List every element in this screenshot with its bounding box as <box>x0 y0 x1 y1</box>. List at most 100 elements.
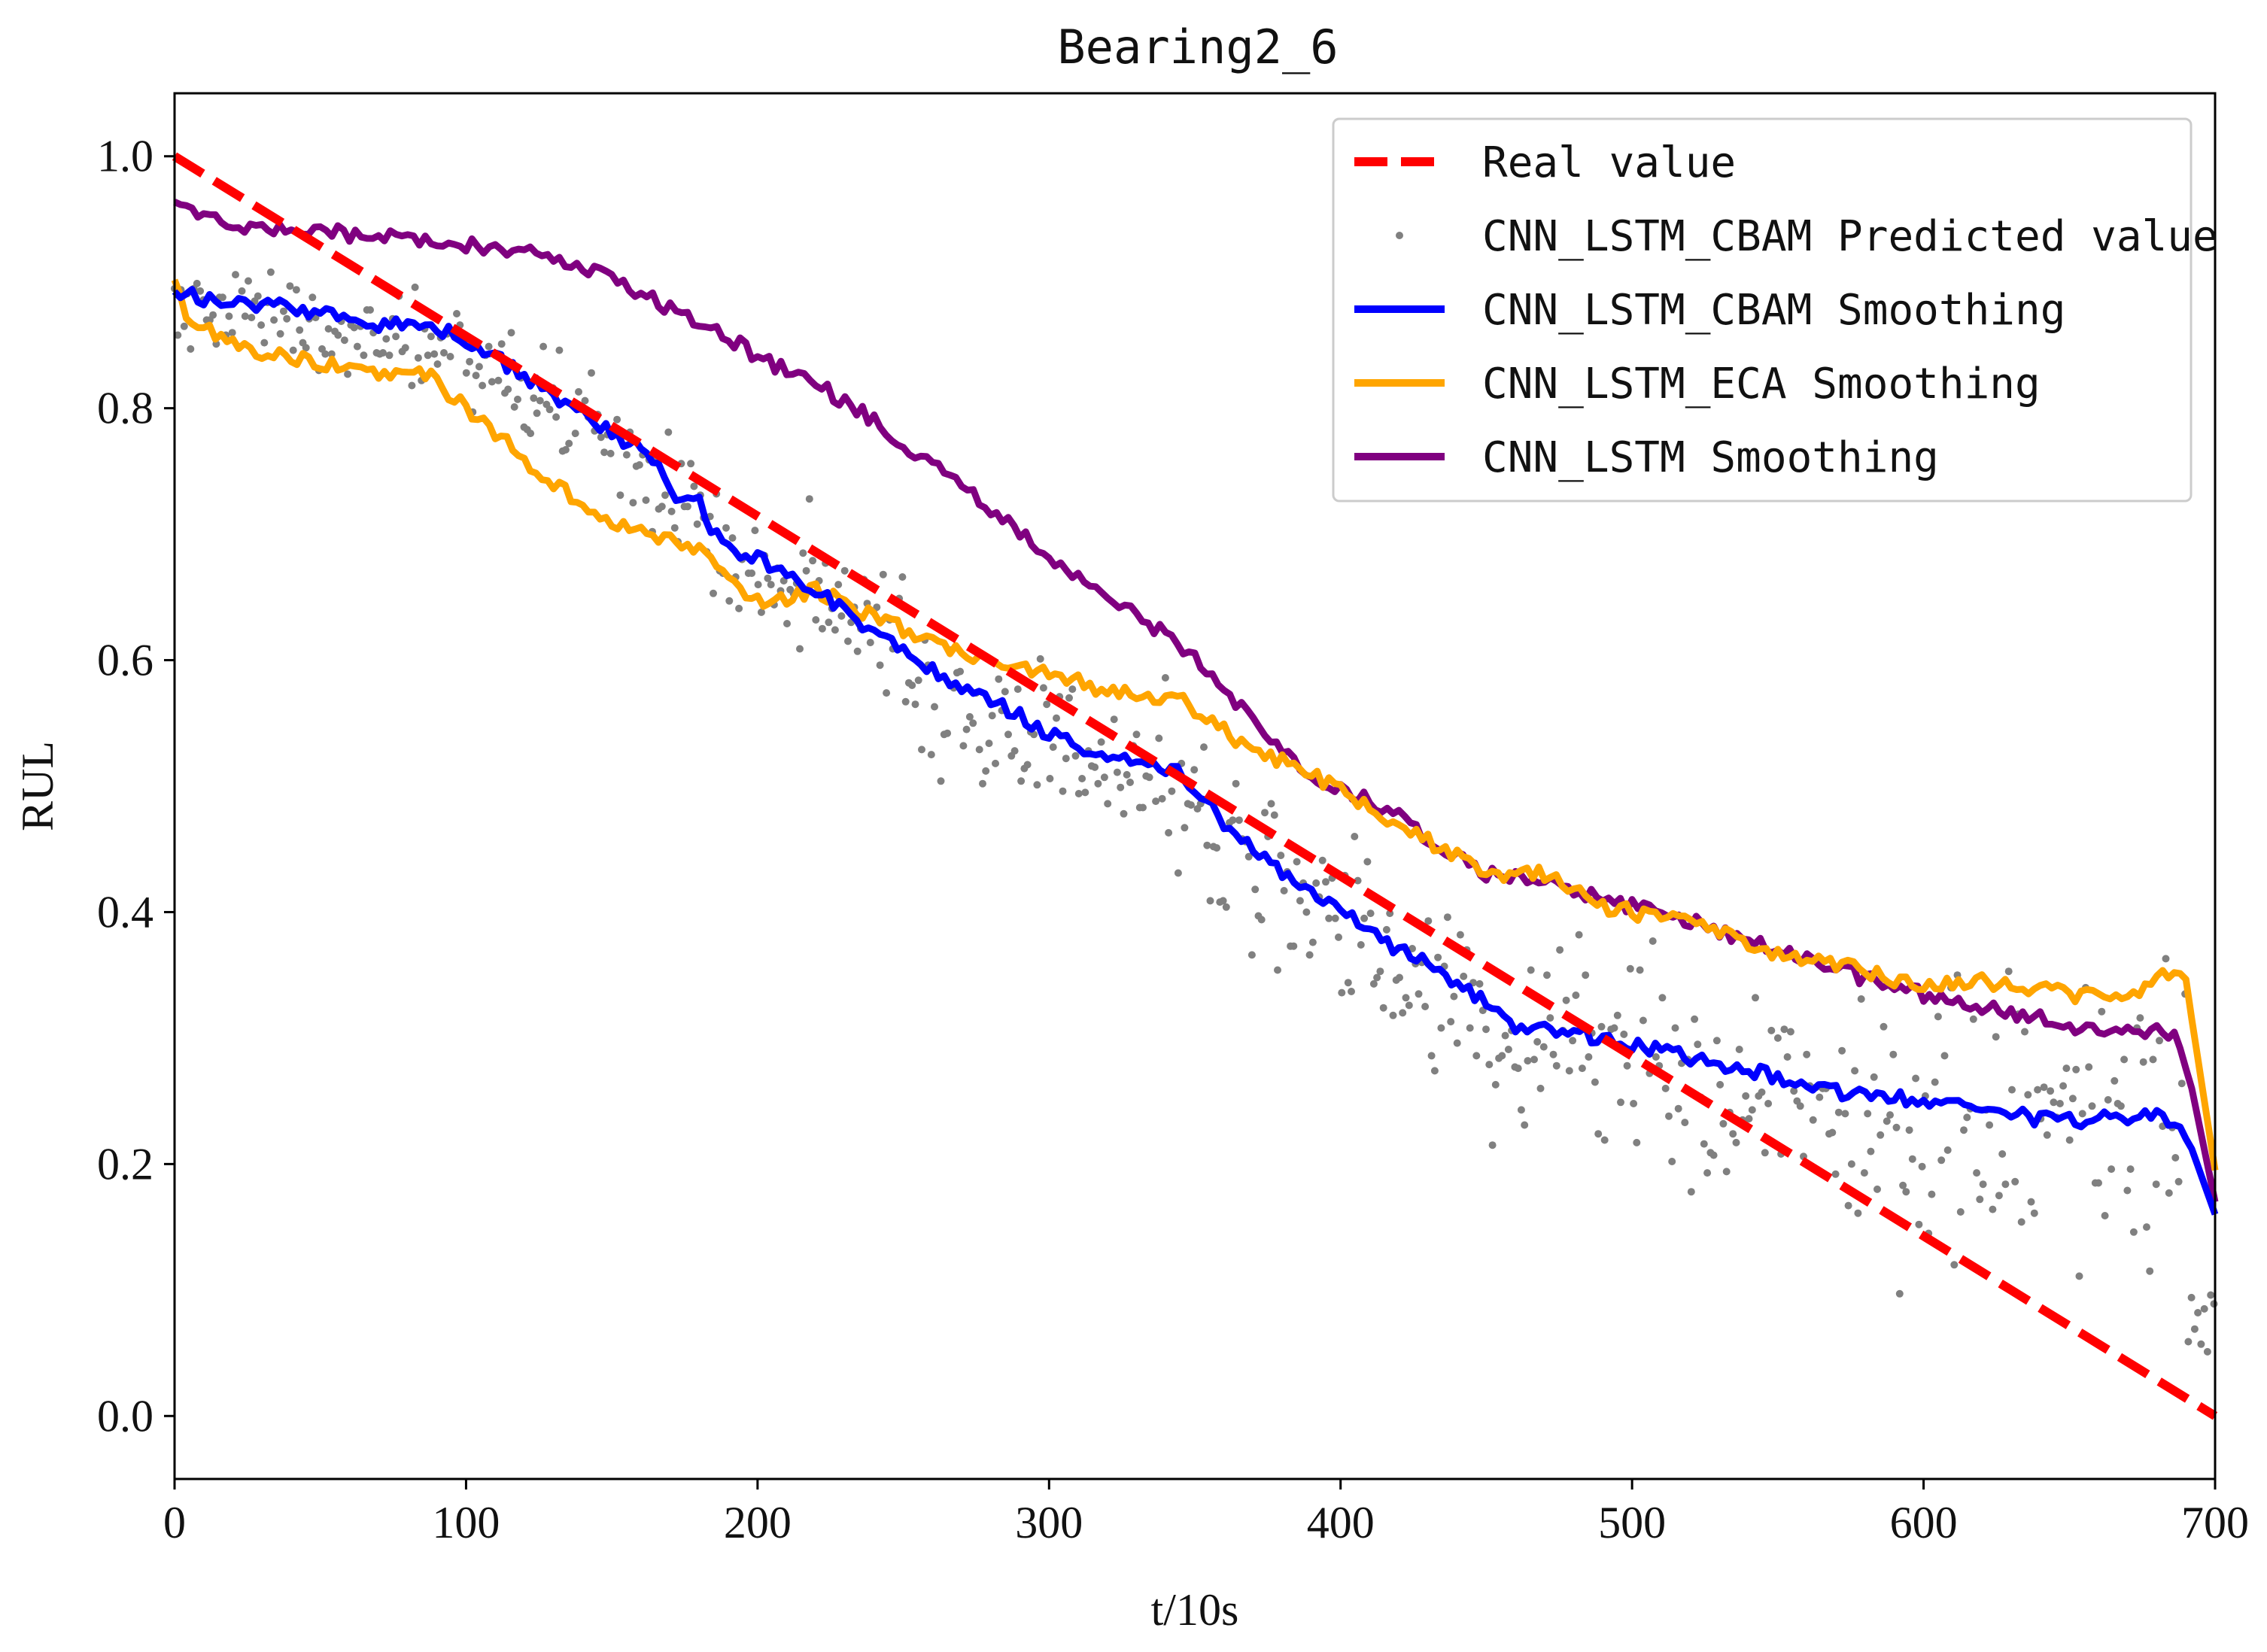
x-tick-label: 200 <box>724 1498 792 1547</box>
predicted-point <box>494 376 503 384</box>
predicted-point <box>1059 787 1067 795</box>
predicted-point <box>1437 1024 1445 1032</box>
predicted-point <box>844 637 852 645</box>
predicted-point <box>1979 1180 1987 1189</box>
predicted-point <box>1694 1040 1702 1049</box>
predicted-point <box>1591 1078 1599 1086</box>
x-tick-label: 500 <box>1598 1498 1666 1547</box>
predicted-point <box>1617 1098 1624 1107</box>
predicted-point <box>1062 755 1070 763</box>
predicted-point <box>1318 856 1326 864</box>
predicted-point <box>565 439 573 448</box>
predicted-point <box>975 746 983 754</box>
predicted-point <box>1280 887 1288 894</box>
predicted-point <box>818 624 826 633</box>
predicted-point <box>1053 714 1060 722</box>
predicted-point <box>2056 1100 2064 1107</box>
legend-label-lstm-smoothing: CNN_LSTM Smoothing <box>1482 433 1939 482</box>
predicted-point <box>1360 914 1369 922</box>
predicted-point <box>809 557 817 565</box>
predicted-point <box>1434 953 1442 961</box>
predicted-point <box>635 461 643 469</box>
predicted-point <box>2156 1037 2163 1045</box>
predicted-point <box>1453 1039 1461 1047</box>
predicted-point <box>1691 1015 1699 1023</box>
predicted-point <box>1293 858 1301 866</box>
predicted-point <box>1235 816 1243 824</box>
predicted-point <box>340 336 348 345</box>
predicted-point <box>710 589 717 597</box>
predicted-point <box>1023 761 1032 769</box>
predicted-point <box>1161 674 1169 682</box>
predicted-point <box>1857 995 1865 1003</box>
predicted-point <box>622 451 631 459</box>
x-tick-label: 300 <box>1015 1498 1083 1547</box>
predicted-point <box>462 369 470 377</box>
predicted-point <box>1834 1108 1843 1116</box>
predicted-point <box>799 549 807 557</box>
predicted-point <box>1758 1088 1766 1096</box>
predicted-point <box>764 574 772 582</box>
predicted-point <box>257 321 266 329</box>
predicted-point <box>670 524 679 532</box>
predicted-point <box>959 742 968 750</box>
predicted-point <box>853 647 862 655</box>
predicted-point <box>2008 1086 2016 1094</box>
predicted-point <box>1382 925 1390 934</box>
predicted-point <box>1120 809 1128 818</box>
predicted-point <box>1139 803 1147 812</box>
predicted-point <box>1424 917 1433 925</box>
predicted-point <box>1973 1169 1981 1177</box>
predicted-point <box>2207 1291 2215 1299</box>
predicted-point <box>1796 1102 1804 1110</box>
predicted-point <box>1354 876 1362 885</box>
predicted-point <box>1206 897 1214 905</box>
predicted-point <box>1899 1181 1907 1189</box>
predicted-point <box>1986 1121 1994 1129</box>
predicted-point <box>1501 1031 1509 1040</box>
predicted-point <box>1960 1126 1968 1134</box>
predicted-point <box>616 491 624 500</box>
predicted-point <box>1049 743 1057 752</box>
predicted-point <box>1665 1112 1673 1120</box>
predicted-point <box>1995 1192 2003 1200</box>
predicted-point <box>1998 1150 2007 1158</box>
predicted-point <box>1600 1136 1609 1144</box>
predicted-point <box>1338 988 1346 997</box>
predicted-point <box>2024 1091 2032 1099</box>
predicted-point <box>1039 684 1047 692</box>
predicted-point <box>988 712 996 720</box>
predicted-point <box>238 287 246 295</box>
predicted-point <box>1190 766 1199 774</box>
predicted-point <box>1912 1074 1920 1083</box>
predicted-point <box>588 369 595 377</box>
x-tick-label: 400 <box>1307 1498 1375 1547</box>
predicted-point <box>754 581 762 589</box>
predicted-point <box>962 725 971 733</box>
predicted-point <box>1117 783 1125 791</box>
predicted-point <box>561 445 570 454</box>
predicted-point <box>690 482 698 490</box>
predicted-point <box>187 345 195 353</box>
predicted-point <box>485 342 493 351</box>
predicted-point <box>725 597 734 605</box>
predicted-point <box>1572 992 1580 999</box>
predicted-point <box>1065 694 1073 702</box>
predicted-point <box>440 349 448 357</box>
predicted-point <box>1187 801 1195 809</box>
predicted-point <box>2126 1165 2135 1174</box>
predicted-point <box>1870 1073 1878 1081</box>
predicted-point <box>2190 1325 2199 1333</box>
predicted-point <box>2117 1102 2125 1110</box>
predicted-point <box>1094 779 1102 788</box>
predicted-point <box>270 316 278 324</box>
predicted-point <box>1363 858 1372 866</box>
predicted-point <box>2165 1189 2173 1197</box>
predicted-point <box>2043 1131 2051 1139</box>
predicted-point <box>1351 833 1359 840</box>
predicted-point <box>1989 1205 1997 1213</box>
predicted-point <box>2123 1186 2132 1195</box>
predicted-point <box>1472 1052 1481 1060</box>
predicted-point <box>866 639 874 647</box>
predicted-point <box>1630 1100 1638 1107</box>
